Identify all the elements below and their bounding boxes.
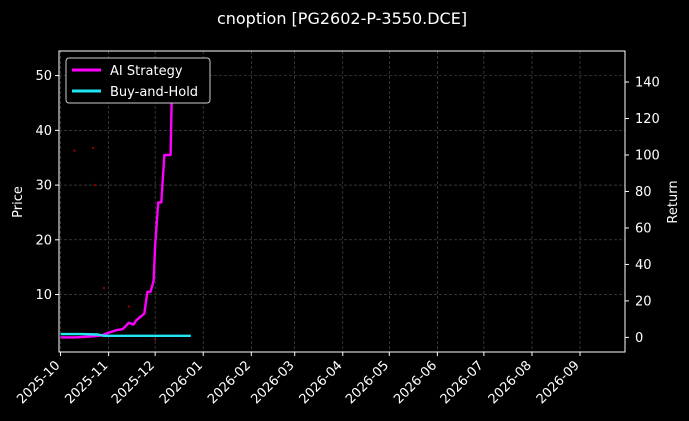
y-tick-label: 20: [35, 233, 52, 248]
y2-tick-label: 0: [635, 331, 643, 346]
price-marker-layer: [73, 146, 157, 341]
legend-label-buy-and-hold: Buy-and-Hold: [110, 85, 198, 100]
y2-tick-label: 20: [635, 294, 652, 309]
y-axis-label: Price: [11, 186, 26, 218]
legend: AI Strategy Buy-and-Hold: [65, 57, 211, 104]
y2-axis-label: Return: [666, 180, 681, 223]
price-marker-point: [93, 183, 96, 187]
y2-tick-label: 140: [635, 76, 660, 91]
y-tick-label: 40: [35, 124, 52, 139]
plot-area-frame: [58, 50, 626, 353]
chart-title: cnoption [PG2602-P-3550.DCE]: [217, 9, 467, 28]
series-line-buy-and-hold: [60, 332, 191, 337]
y-tick-label: 30: [35, 179, 52, 194]
y2-tick-label: 60: [635, 221, 652, 236]
price-marker-point: [91, 146, 95, 150]
price-marker-point: [102, 286, 106, 290]
y-tick-label: 10: [35, 288, 52, 303]
y2-tick-label: 40: [635, 258, 652, 273]
price-marker-point: [153, 338, 157, 341]
price-marker-point: [73, 149, 76, 152]
legend-label-ai-strategy: AI Strategy: [110, 64, 183, 79]
y2-tick-label: 120: [635, 112, 660, 127]
price-marker-point: [127, 305, 130, 308]
y2-tick-label: 80: [635, 185, 652, 200]
legend-box: [65, 57, 211, 104]
y-tick-label: 50: [35, 69, 52, 84]
series-layer: [60, 72, 191, 339]
y2-tick-label: 100: [635, 148, 660, 163]
